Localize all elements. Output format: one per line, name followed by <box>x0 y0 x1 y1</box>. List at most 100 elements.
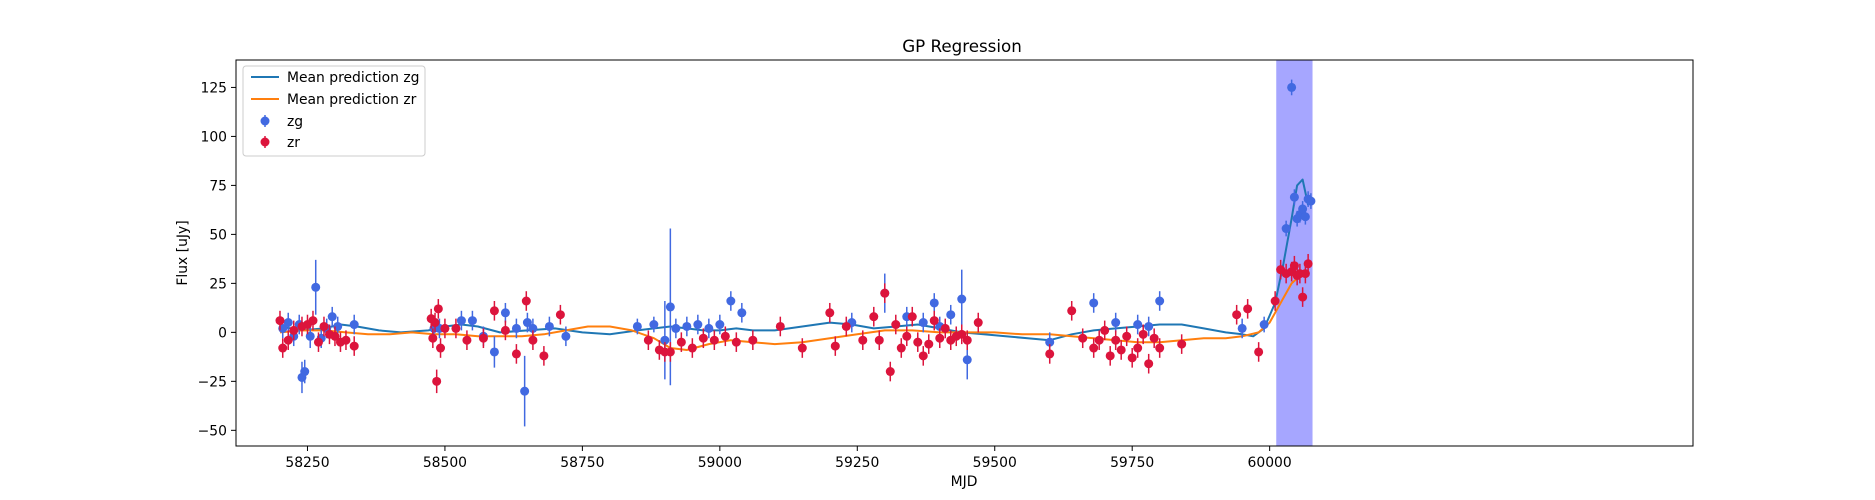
zr-point <box>924 339 934 349</box>
zg-point <box>1045 337 1055 347</box>
y-tick-label: −25 <box>198 374 227 390</box>
y-tick-label: 100 <box>200 129 227 145</box>
zg-point <box>561 331 571 341</box>
zg-point <box>632 321 642 331</box>
zg-point <box>1259 320 1269 330</box>
zg-point <box>693 320 703 330</box>
zg-point <box>660 335 670 345</box>
zr-point <box>643 335 653 345</box>
zr-point <box>1270 296 1280 306</box>
zr-point <box>775 321 785 331</box>
zr-point <box>885 367 895 377</box>
zr-point <box>935 333 945 343</box>
zr-point <box>428 333 438 343</box>
zr-point <box>918 351 928 361</box>
zg-point <box>715 320 725 330</box>
zr-point <box>451 323 461 333</box>
legend: Mean prediction zg Mean prediction zr zg… <box>242 65 426 157</box>
zr-point <box>676 337 686 347</box>
zr-point <box>1067 306 1077 316</box>
zr-point <box>874 335 884 345</box>
zr-point <box>555 310 565 320</box>
zr-point <box>1078 333 1088 343</box>
zg-point <box>511 323 521 333</box>
zg-point <box>327 312 337 322</box>
zr-point <box>521 296 531 306</box>
zr-point <box>462 335 472 345</box>
zg-point <box>1300 212 1310 222</box>
zr-point <box>962 335 972 345</box>
x-tick-label: 60000 <box>1248 455 1292 471</box>
zg-point <box>1111 318 1121 328</box>
zr-point <box>1155 343 1165 353</box>
x-tick-label: 59250 <box>835 455 879 471</box>
y-tick-label: 50 <box>209 227 227 243</box>
zr-point <box>1045 349 1055 359</box>
zr-point <box>436 343 446 353</box>
x-tick-label: 58250 <box>285 455 329 471</box>
zr-point <box>1303 259 1313 269</box>
zr-point <box>341 335 351 345</box>
zg-point <box>1289 192 1299 202</box>
zg-point <box>665 302 675 312</box>
zr-point <box>797 343 807 353</box>
zr-point <box>313 337 323 347</box>
zg-point <box>1155 296 1165 306</box>
zg-point <box>682 321 692 331</box>
x-tick-label: 58500 <box>423 455 467 471</box>
plot-frame <box>235 59 1694 447</box>
zr-point <box>489 306 499 316</box>
zg-point <box>528 323 538 333</box>
zr-point <box>731 337 741 347</box>
zr-point <box>1138 329 1148 339</box>
zg-point <box>544 321 554 331</box>
zr-point <box>349 341 359 351</box>
zr-point <box>891 320 901 330</box>
zr-point <box>929 316 939 326</box>
zr-point <box>896 343 906 353</box>
zr-point <box>275 316 285 326</box>
zr-point <box>289 325 299 335</box>
zr-point <box>1177 339 1187 349</box>
zr-point <box>1089 343 1099 353</box>
x-tick-label: 59000 <box>698 455 742 471</box>
legend-label-mean-zg: Mean prediction zg <box>287 70 419 86</box>
legend-marker-zg <box>260 116 270 126</box>
y-tick-label: 0 <box>218 325 227 341</box>
zg-point <box>1237 323 1247 333</box>
zg-point <box>467 316 477 326</box>
zr-point <box>1243 304 1253 314</box>
x-tick-label: 59750 <box>1110 455 1154 471</box>
y-tick-label: 25 <box>209 276 227 292</box>
zr-point <box>432 376 442 386</box>
zr-point <box>720 331 730 341</box>
zr-point <box>1254 347 1264 357</box>
zr-point <box>1127 353 1137 363</box>
zg-point <box>489 347 499 357</box>
zr-point <box>665 347 675 357</box>
zr-point <box>539 351 549 361</box>
zr-point <box>698 333 708 343</box>
zr-point <box>1149 333 1159 343</box>
zg-point <box>520 386 530 396</box>
zg-point <box>726 296 736 306</box>
legend-label-zg: zg <box>287 114 303 130</box>
zg-point <box>311 282 321 292</box>
zg-point <box>1089 298 1099 308</box>
zg-point <box>522 318 532 328</box>
zr-point <box>1133 343 1143 353</box>
zg-point <box>649 320 659 330</box>
zr-point <box>440 323 450 333</box>
zg-point <box>957 294 967 304</box>
axes-layer: 58250 58500 58750 59000 59250 59500 59750 60000… <box>198 80 1292 471</box>
zr-point <box>1232 310 1242 320</box>
zr-point <box>858 335 868 345</box>
zr-point <box>957 329 967 339</box>
legend-label-zr: zr <box>287 135 300 151</box>
zg-point <box>918 318 928 328</box>
zg-point <box>737 308 747 318</box>
legend-marker-zr <box>260 137 270 147</box>
zg-point <box>946 310 956 320</box>
zr-point <box>748 335 758 345</box>
